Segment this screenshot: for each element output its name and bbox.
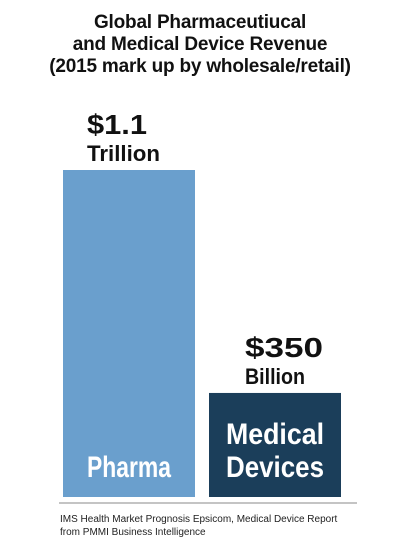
source-line-1: IMS Health Market Prognosis Epsicom, Med… xyxy=(60,514,338,525)
value-label-medical-devices-amount: $350 xyxy=(245,332,323,363)
value-label-pharma-unit: Trillion xyxy=(87,141,160,166)
chart-title-line-1: Global Pharmaceutiucal xyxy=(93,12,307,33)
value-label-medical-devices-unit: Billion xyxy=(245,364,305,389)
chart-title-line-3: (2015 mark up by wholesale/retail) xyxy=(49,56,351,77)
category-label-medical-devices-line-2: Devices xyxy=(226,451,324,484)
value-label-pharma-amount: $1.1 xyxy=(87,109,147,140)
source-note: IMS Health Market Prognosis Epsicom, Med… xyxy=(60,513,360,539)
bar-pharma xyxy=(63,170,195,497)
category-label-medical-devices-line-1: Medical xyxy=(226,418,324,451)
bar-medical-devices xyxy=(209,392,341,497)
chart-title-line-2: and Medical Device Revenue xyxy=(72,34,328,55)
chart-title: Global Pharmaceutiucal and Medical Devic… xyxy=(0,12,400,78)
source-line-2: from PMMI Business Intelligence xyxy=(60,527,206,538)
category-label-pharma: Pharma xyxy=(87,451,171,484)
